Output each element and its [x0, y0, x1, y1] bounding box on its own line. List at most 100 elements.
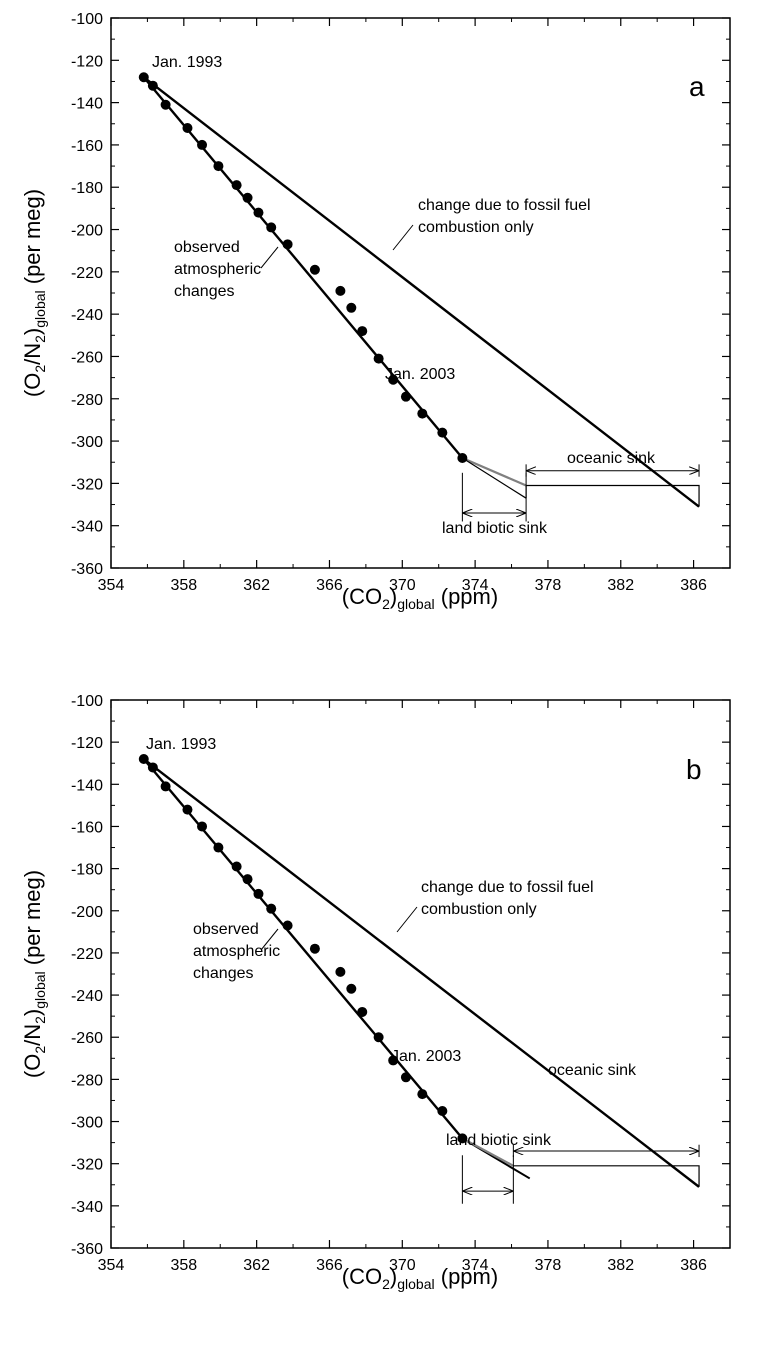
annotation-fossil-2: combustion only	[418, 219, 534, 236]
data-point	[357, 1006, 368, 1017]
land-sink-line	[461, 456, 527, 487]
data-points	[138, 72, 468, 463]
x-tick-label: 354	[98, 1257, 125, 1274]
data-point	[138, 754, 149, 765]
x-tick-label: 374	[462, 577, 489, 594]
y-tick-label: -160	[71, 138, 103, 155]
data-point	[182, 804, 193, 815]
data-point	[213, 842, 224, 853]
x-axis-ticks: 354 358 362 366 370 374 378 382 386	[98, 700, 707, 1274]
x-axis-title: (CO2)global (ppm)	[342, 584, 498, 612]
data-point	[346, 983, 357, 994]
x-tick-label: 370	[389, 1257, 416, 1274]
annotation-fossil-1: change due to fossil fuel	[418, 197, 591, 214]
annotation-land: land biotic sink	[446, 1132, 552, 1149]
panel-letter: a	[689, 71, 705, 102]
chart-panel-b: -100 -120 -140 -160 -180 -200 -220 -240 -260 -280…	[20, 693, 731, 1292]
y-tick-label: -240	[71, 307, 103, 324]
y-tick-label: -220	[71, 265, 103, 282]
data-point	[253, 888, 264, 899]
data-point	[266, 903, 277, 914]
y-axis-title: (O2/N2)global (per meg)	[20, 870, 48, 1078]
x-tick-label: 378	[535, 577, 562, 594]
data-point	[309, 264, 320, 275]
observed-line	[142, 758, 464, 1140]
y-tick-label: -220	[71, 946, 103, 963]
annotation-observed-1: observed	[193, 921, 259, 938]
land-sink-line	[461, 1137, 514, 1167]
data-point	[417, 1089, 428, 1100]
y-tick-label: -260	[71, 349, 103, 366]
data-point	[282, 920, 293, 931]
x-tick-label: 386	[680, 577, 707, 594]
y-tick-label: -200	[71, 904, 103, 921]
y-axis-title: (O2/N2)global (per meg)	[20, 189, 48, 397]
data-point	[457, 453, 468, 463]
y-tick-label: -260	[71, 1030, 103, 1047]
x-tick-label: 354	[98, 577, 125, 594]
x-axis-ticks: 354 358 362 366 370 374 378 382 386	[98, 18, 707, 594]
x-tick-label: 362	[243, 1257, 270, 1274]
y-tick-label: -300	[71, 1115, 103, 1132]
y-tick-label: -140	[71, 777, 103, 794]
data-point	[388, 1055, 399, 1066]
data-point	[437, 427, 448, 438]
data-point	[400, 391, 411, 402]
observed-leader	[260, 246, 279, 269]
annotation-start: Jan. 1993	[152, 54, 222, 71]
y-tick-label: -140	[71, 96, 103, 113]
x-tick-label: 366	[316, 577, 343, 594]
data-point	[182, 123, 193, 133]
panel-letter: b	[686, 754, 702, 785]
land-wedge-line	[462, 457, 527, 499]
data-point	[160, 99, 171, 110]
data-point	[335, 966, 346, 977]
data-point	[309, 943, 320, 954]
data-point	[457, 1133, 468, 1144]
y-tick-label: -300	[71, 434, 103, 451]
y-tick-label: -320	[71, 476, 103, 493]
data-point	[388, 374, 399, 385]
y-axis-ticks: -100 -120 -140 -160 -180 -200 -220 -240 -260 -280…	[71, 11, 730, 578]
sink-brackets	[461, 464, 700, 522]
x-tick-label: 386	[680, 1257, 707, 1274]
data-point	[357, 326, 368, 337]
annotation-observed-3: changes	[193, 965, 254, 982]
annotation-ocean: oceanic sink	[548, 1062, 637, 1079]
data-point	[231, 180, 242, 191]
data-point	[373, 1032, 384, 1043]
data-point	[373, 353, 384, 364]
observed-leader	[260, 928, 279, 951]
fossil-fuel-line	[143, 758, 700, 1188]
data-point	[197, 139, 208, 150]
fossil-fuel-line	[143, 76, 700, 508]
y-axis-ticks: -100 -120 -140 -160 -180 -200 -220 -240 -260 -280…	[71, 693, 730, 1258]
data-point	[147, 762, 158, 773]
data-point	[147, 80, 158, 91]
y-tick-label: -360	[71, 561, 103, 578]
y-tick-label: -160	[71, 819, 103, 836]
y-tick-label: -100	[71, 11, 103, 28]
y-tick-label: -280	[71, 392, 103, 409]
data-point	[417, 408, 428, 419]
data-point	[213, 161, 224, 172]
y-tick-label: -100	[71, 693, 103, 710]
annotation-ocean: oceanic sink	[567, 450, 656, 467]
data-point	[400, 1072, 411, 1083]
y-tick-label: -320	[71, 1157, 103, 1174]
annotation-end: Jan. 2003	[391, 1048, 461, 1065]
y-tick-label: -200	[71, 223, 103, 240]
fossil-leader	[396, 906, 418, 933]
data-point	[346, 302, 357, 313]
y-tick-label: -180	[71, 862, 103, 879]
chart-panel-a: -100 -120 -140 -160 -180 -200 -220 -240 -260 -280…	[20, 11, 731, 612]
data-point	[138, 72, 149, 83]
annotation-observed-2: atmospheric	[174, 261, 261, 278]
y-tick-label: -180	[71, 180, 103, 197]
data-point	[266, 222, 277, 233]
x-tick-label: 362	[243, 577, 270, 594]
y-tick-label: -340	[71, 1199, 103, 1216]
data-point	[437, 1106, 448, 1116]
x-axis-title: (CO2)global (ppm)	[342, 1264, 498, 1292]
